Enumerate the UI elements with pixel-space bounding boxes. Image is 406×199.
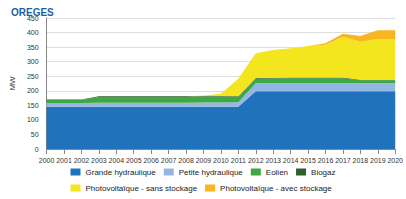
svg-text:2016: 2016 bbox=[318, 157, 334, 164]
svg-text:2008: 2008 bbox=[178, 157, 194, 164]
svg-text:150: 150 bbox=[27, 102, 39, 109]
svg-text:Biogaz: Biogaz bbox=[311, 168, 335, 177]
svg-text:2015: 2015 bbox=[300, 157, 316, 164]
svg-text:200: 200 bbox=[27, 87, 39, 94]
svg-text:300: 300 bbox=[27, 58, 39, 65]
svg-text:2014: 2014 bbox=[283, 157, 299, 164]
svg-text:2019: 2019 bbox=[370, 157, 386, 164]
svg-text:2009: 2009 bbox=[196, 157, 212, 164]
svg-text:OREGES: OREGES bbox=[11, 7, 54, 18]
svg-text:400: 400 bbox=[27, 29, 39, 36]
svg-text:2011: 2011 bbox=[231, 157, 246, 164]
svg-text:2003: 2003 bbox=[91, 157, 107, 164]
svg-text:2005: 2005 bbox=[126, 157, 142, 164]
svg-text:50: 50 bbox=[31, 131, 39, 138]
svg-text:MW: MW bbox=[8, 76, 17, 91]
svg-text:2006: 2006 bbox=[143, 157, 159, 164]
svg-text:2020: 2020 bbox=[387, 157, 403, 164]
svg-text:2000: 2000 bbox=[39, 157, 55, 164]
svg-text:450: 450 bbox=[26, 14, 39, 22]
svg-text:Petite hydraulique: Petite hydraulique bbox=[179, 168, 244, 177]
svg-text:2017: 2017 bbox=[335, 157, 351, 164]
svg-text:Photovoltaïque - avec stockage: Photovoltaïque - avec stockage bbox=[220, 184, 332, 193]
svg-text:2012: 2012 bbox=[248, 157, 264, 164]
svg-text:Photovoltaïque - sans stockage: Photovoltaïque - sans stockage bbox=[85, 184, 197, 193]
svg-text:100: 100 bbox=[27, 116, 39, 123]
svg-text:250: 250 bbox=[27, 73, 39, 80]
svg-text:2002: 2002 bbox=[74, 157, 90, 164]
svg-text:Grande hydraulique: Grande hydraulique bbox=[85, 168, 156, 177]
svg-text:2007: 2007 bbox=[161, 157, 177, 164]
svg-text:350: 350 bbox=[27, 44, 39, 51]
svg-text:2004: 2004 bbox=[109, 157, 125, 164]
svg-text:2013: 2013 bbox=[265, 157, 281, 164]
svg-text:2010: 2010 bbox=[213, 157, 229, 164]
svg-text:Eolien: Eolien bbox=[266, 168, 288, 177]
svg-text:2001: 2001 bbox=[56, 157, 72, 164]
svg-text:2018: 2018 bbox=[353, 157, 369, 164]
svg-text:0: 0 bbox=[35, 146, 39, 153]
